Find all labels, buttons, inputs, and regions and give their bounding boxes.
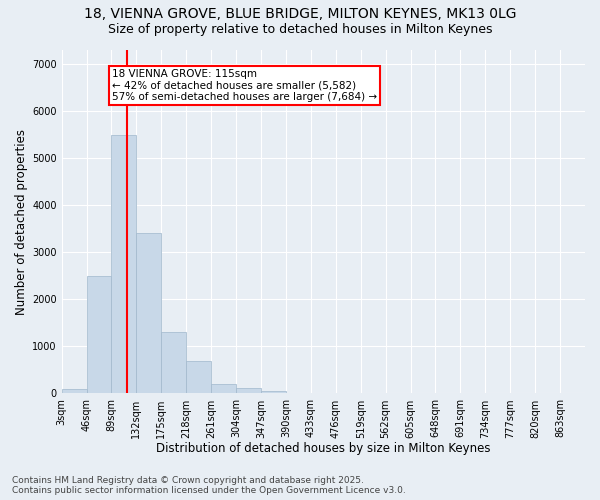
Bar	[161, 332, 186, 394]
Bar	[112, 134, 136, 394]
Text: 18, VIENNA GROVE, BLUE BRIDGE, MILTON KEYNES, MK13 0LG: 18, VIENNA GROVE, BLUE BRIDGE, MILTON KE…	[84, 8, 516, 22]
Bar	[86, 276, 112, 394]
Bar	[186, 360, 211, 394]
Text: Contains HM Land Registry data © Crown copyright and database right 2025.
Contai: Contains HM Land Registry data © Crown c…	[12, 476, 406, 495]
Bar	[261, 391, 286, 394]
Text: Size of property relative to detached houses in Milton Keynes: Size of property relative to detached ho…	[108, 22, 492, 36]
Bar	[211, 384, 236, 394]
Y-axis label: Number of detached properties: Number of detached properties	[15, 128, 28, 314]
Bar	[236, 388, 261, 394]
Text: 18 VIENNA GROVE: 115sqm
← 42% of detached houses are smaller (5,582)
57% of semi: 18 VIENNA GROVE: 115sqm ← 42% of detache…	[112, 69, 377, 102]
Bar	[136, 234, 161, 394]
X-axis label: Distribution of detached houses by size in Milton Keynes: Distribution of detached houses by size …	[156, 442, 491, 455]
Bar	[62, 389, 86, 394]
